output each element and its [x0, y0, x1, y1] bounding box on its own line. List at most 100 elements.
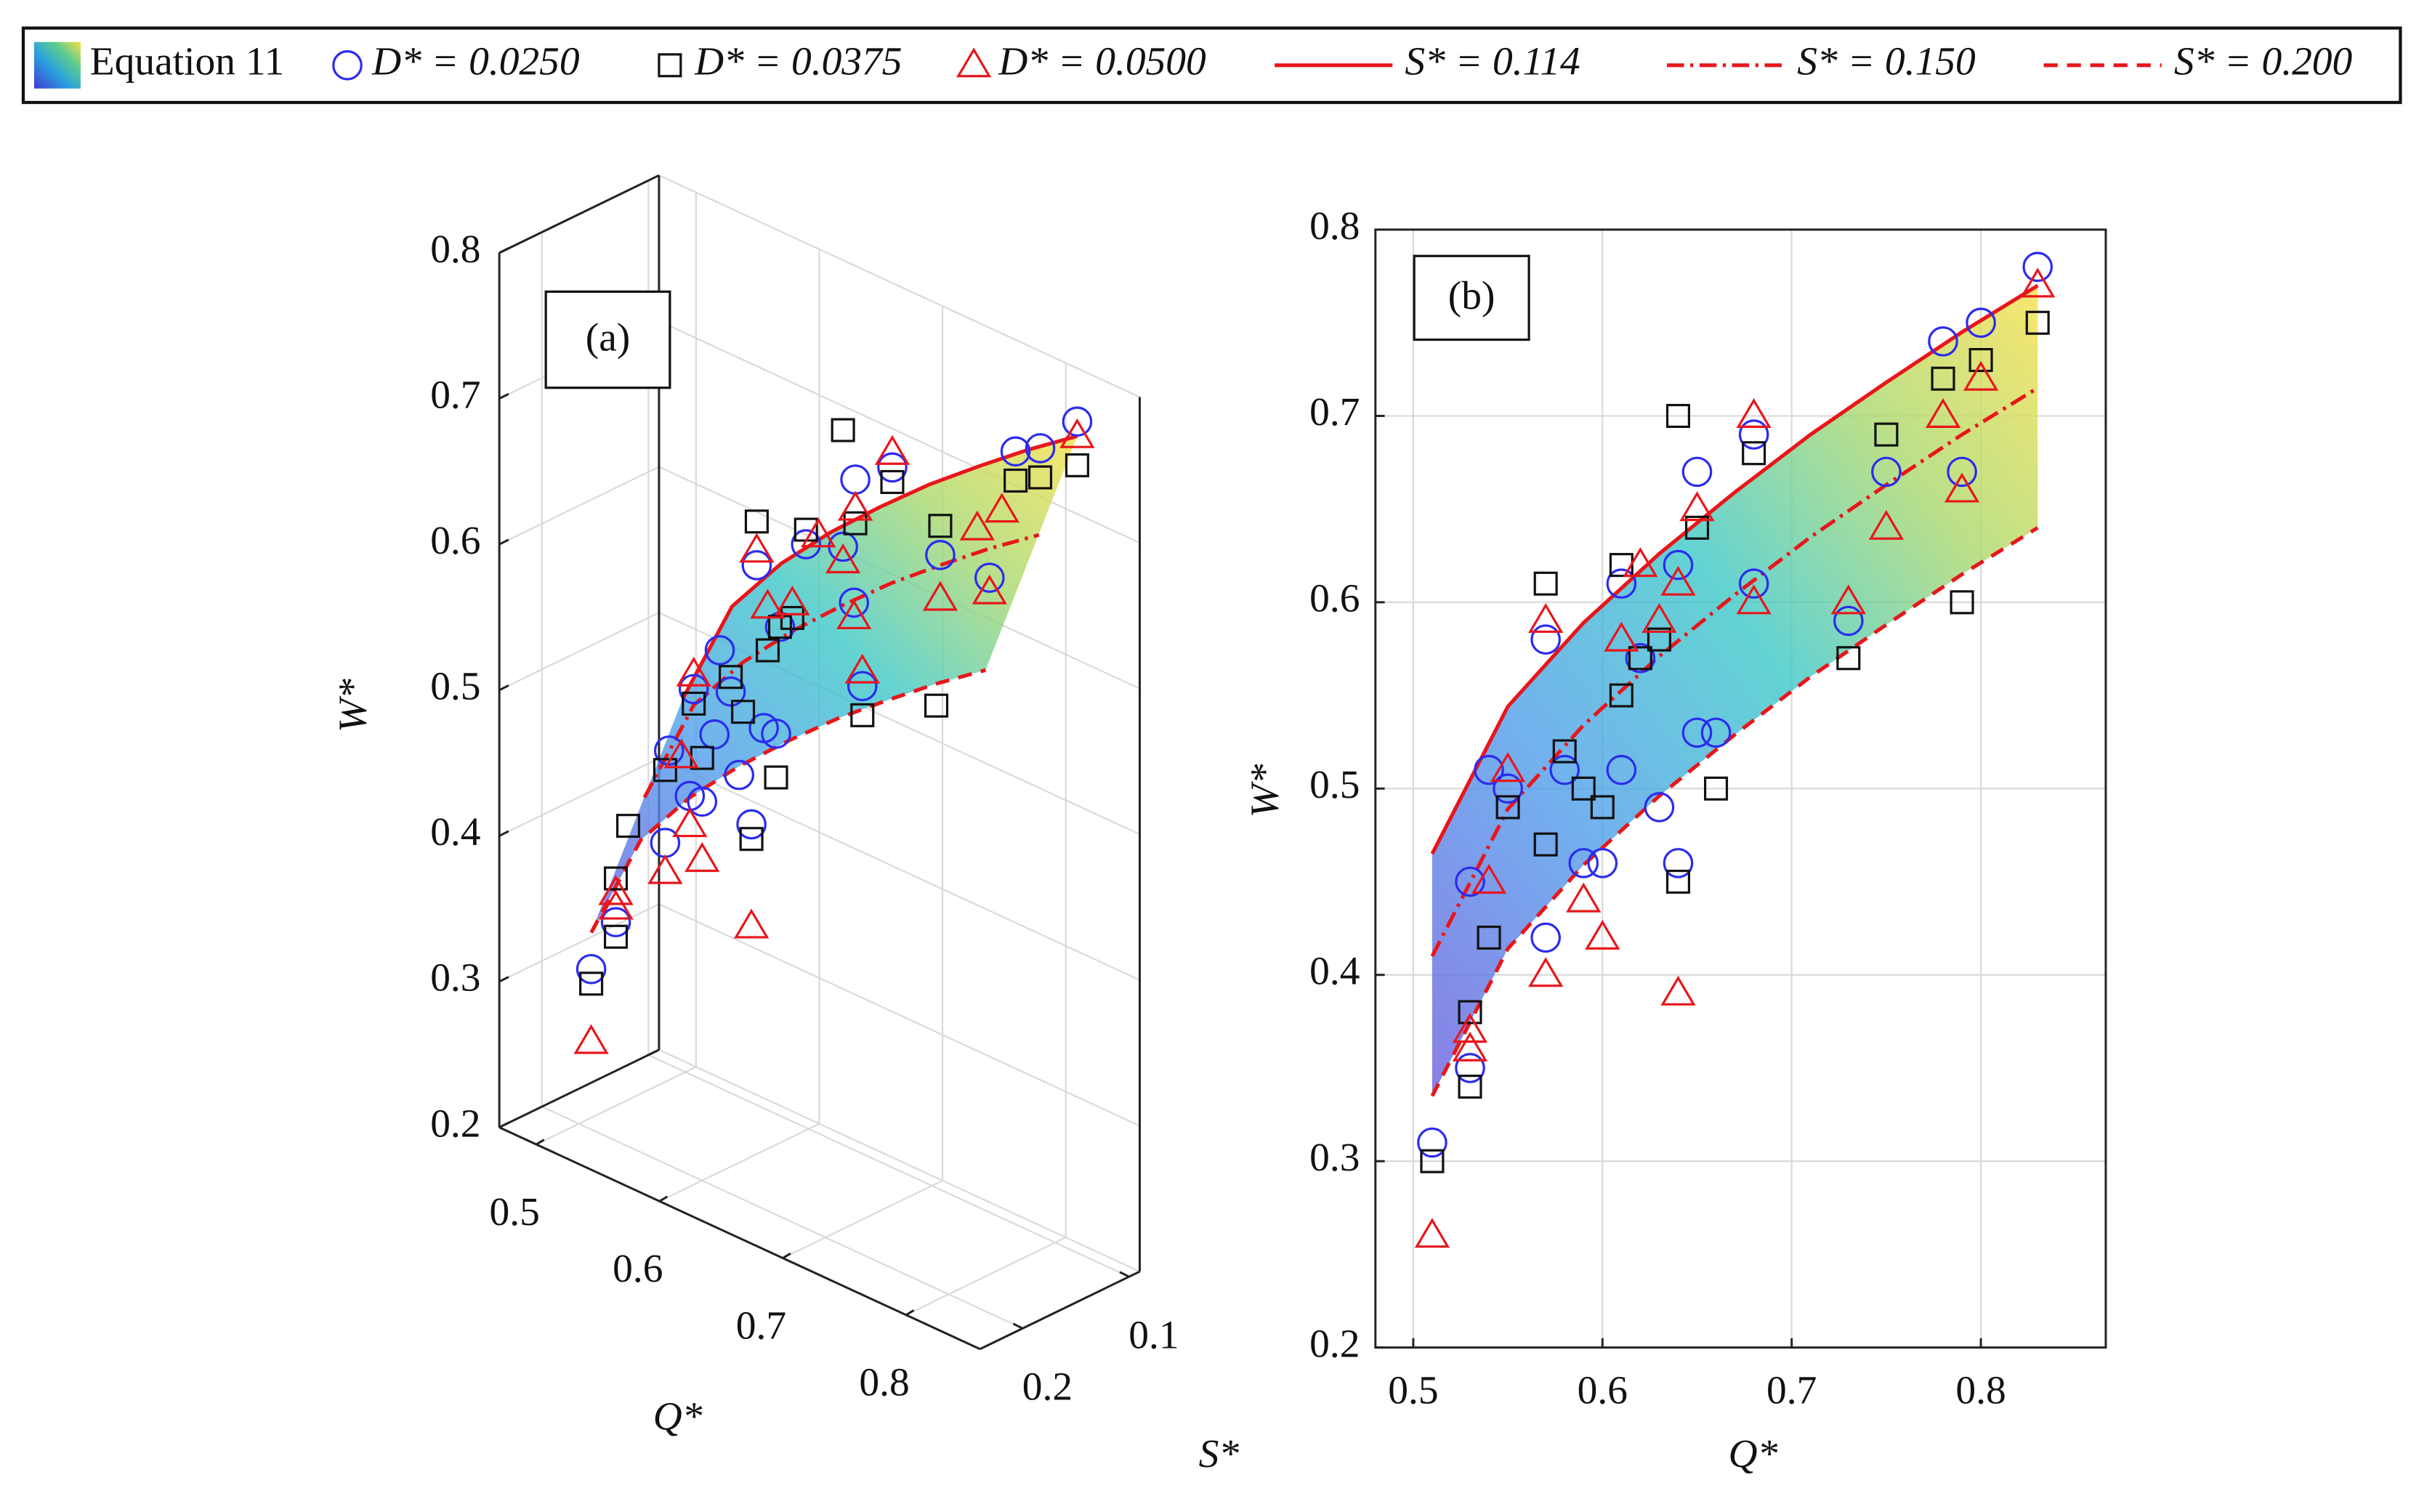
- data-point: [1663, 549, 1694, 581]
- data-point: [1059, 418, 1095, 448]
- data-point: [615, 814, 641, 838]
- data-point: [739, 827, 764, 852]
- data-point: [1452, 1031, 1488, 1062]
- data-point: [1417, 1127, 1447, 1158]
- grid-line: [647, 1054, 1130, 1278]
- data-point: [598, 889, 634, 920]
- data-point: [1950, 590, 1974, 615]
- y-tick-label: 0.7: [1309, 390, 1360, 434]
- data-point: [959, 510, 995, 541]
- z-axis-label: W*: [331, 679, 376, 732]
- data-point: [1458, 1075, 1482, 1099]
- data-point: [1703, 776, 1729, 801]
- grid-line: [541, 1106, 1023, 1330]
- tick-mark: [536, 1139, 545, 1146]
- data-point: [1528, 957, 1564, 987]
- tick-mark: [498, 392, 509, 400]
- data-point: [764, 765, 788, 790]
- y-tick-label: 0.5: [1309, 763, 1360, 807]
- data-point: [663, 738, 699, 769]
- data-point: [1874, 422, 1899, 447]
- data-point: [1738, 419, 1769, 450]
- data-point: [678, 674, 709, 705]
- y-axis-label: W*: [1243, 764, 1287, 817]
- data-point: [1830, 584, 1866, 615]
- legend-label: Equation 11: [90, 40, 285, 84]
- data-point: [843, 511, 868, 535]
- data-point: [925, 540, 956, 570]
- panel-label: (b): [1448, 274, 1495, 318]
- z-tick-label: 0.7: [430, 373, 480, 417]
- data-point: [775, 585, 810, 615]
- grid-line: [658, 1048, 1140, 1273]
- data-point: [847, 671, 878, 702]
- z-tick-label: 0.5: [430, 665, 480, 709]
- x-tick-label: 0.7: [736, 1303, 786, 1348]
- data-point: [1625, 643, 1656, 674]
- data-point: [1925, 397, 1961, 428]
- y-tick-label: 0.2: [1309, 1322, 1360, 1366]
- data-point: [1493, 773, 1523, 804]
- data-point: [1477, 925, 1501, 950]
- data-point: [1585, 919, 1620, 950]
- data-point: [984, 493, 1019, 523]
- surface: [1431, 286, 2038, 1096]
- z-tick-label: 0.3: [430, 956, 480, 1000]
- x-axis-label: Q*: [1729, 1432, 1778, 1476]
- z-tick-label: 0.8: [430, 227, 480, 272]
- data-point: [844, 653, 880, 684]
- tick-mark: [498, 1121, 509, 1128]
- data-point: [840, 464, 871, 495]
- grid-line: [498, 466, 660, 546]
- y-tick-label: 0.1: [1128, 1313, 1179, 1357]
- data-point: [1606, 754, 1637, 785]
- data-point: [1836, 646, 1861, 671]
- data-point: [744, 509, 769, 534]
- y-tick-label: 0.4: [1309, 949, 1360, 993]
- data-point: [719, 665, 743, 690]
- data-point: [736, 809, 767, 840]
- data-point: [750, 589, 786, 619]
- data-point: [579, 971, 604, 996]
- data-point: [603, 924, 629, 949]
- tick-mark: [1012, 1322, 1023, 1330]
- data-point: [653, 758, 677, 783]
- data-point: [1665, 403, 1690, 428]
- data-point: [839, 587, 870, 618]
- data-point: [1533, 571, 1558, 596]
- data-point: [1623, 547, 1658, 578]
- y-tick-label: 0.8: [1309, 204, 1360, 248]
- curve: [1430, 386, 2039, 958]
- data-point: [573, 1024, 609, 1054]
- data-point: [837, 490, 873, 521]
- data-point: [1474, 754, 1504, 785]
- tick-mark: [782, 1252, 791, 1259]
- data-point: [1868, 509, 1905, 540]
- data-point: [880, 469, 905, 494]
- plot-frame: [1374, 228, 2107, 1349]
- data-point: [1681, 717, 1713, 748]
- data-point: [576, 953, 607, 985]
- y-tick-label: 0.2: [1022, 1365, 1073, 1409]
- data-point: [1742, 441, 1766, 466]
- legend-marker: [332, 50, 363, 81]
- panel-label-box: [544, 290, 671, 389]
- data-point: [1871, 456, 1902, 488]
- data-point: [1641, 603, 1677, 634]
- x-tick-label: 0.6: [1578, 1368, 1628, 1412]
- data-point: [755, 638, 780, 663]
- data-point: [1471, 864, 1507, 894]
- data-point: [741, 550, 772, 581]
- legend-marker: [956, 47, 992, 78]
- data-point: [600, 907, 631, 937]
- data-point: [1663, 848, 1694, 878]
- x-tick-label: 0.5: [489, 1190, 539, 1234]
- data-point: [647, 854, 683, 884]
- curve: [642, 533, 1040, 799]
- data-point: [761, 719, 791, 749]
- data-point: [767, 615, 792, 639]
- data-point: [1530, 624, 1561, 655]
- tick-mark: [498, 830, 509, 837]
- legend-label: S* = 0.114: [1405, 40, 1580, 84]
- data-point: [1003, 468, 1028, 493]
